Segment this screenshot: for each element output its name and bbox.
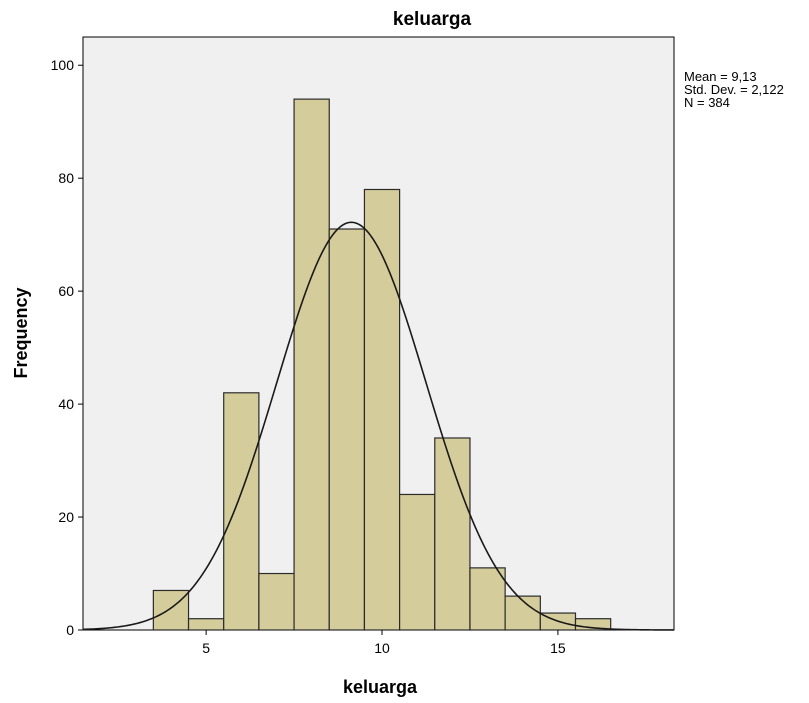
histogram-bar-12 xyxy=(434,437,471,631)
histogram-bar-11 xyxy=(399,493,436,631)
stats-line-0: Mean = 9,13 xyxy=(684,69,757,84)
histogram-bar-9 xyxy=(328,228,366,631)
histogram-bar-5 xyxy=(187,618,225,631)
x-axis-label: keluarga xyxy=(343,677,418,697)
y-axis-label: Frequency xyxy=(11,287,31,378)
histogram-bar-8 xyxy=(293,98,330,631)
y-tick-label-40: 40 xyxy=(58,396,74,412)
normal-curve xyxy=(82,221,674,631)
histogram-bar-10 xyxy=(363,188,401,631)
histogram-bar-16 xyxy=(574,618,612,631)
y-tick-label-80: 80 xyxy=(58,170,74,186)
x-tick-label-10: 10 xyxy=(374,640,390,656)
x-tick-label-5: 5 xyxy=(202,640,210,656)
x-tick-label-15: 15 xyxy=(550,640,566,656)
histogram-bar-6 xyxy=(223,392,260,631)
histogram-bar-4 xyxy=(152,589,190,631)
histogram-bar-7 xyxy=(258,572,295,631)
y-tick-label-100: 100 xyxy=(51,57,75,73)
stats-line-1: Std. Dev. = 2,122 xyxy=(684,82,784,97)
y-tick-label-20: 20 xyxy=(58,509,74,525)
y-tick-label-0: 0 xyxy=(66,622,74,638)
y-tick-label-60: 60 xyxy=(58,283,74,299)
histogram-bar-13 xyxy=(469,567,506,631)
chart-title: keluarga xyxy=(393,9,472,30)
stats-line-2: N = 384 xyxy=(684,95,730,110)
